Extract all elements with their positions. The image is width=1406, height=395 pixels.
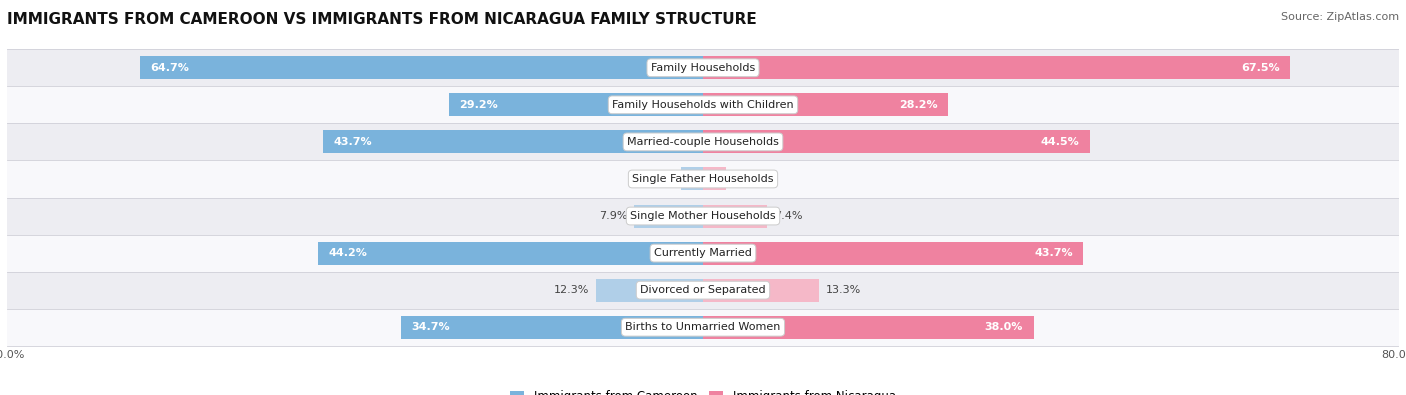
Text: 2.5%: 2.5% bbox=[645, 174, 675, 184]
Bar bbox=[703, 278, 818, 302]
Bar bbox=[703, 56, 1291, 79]
Bar bbox=[323, 130, 703, 153]
Text: 43.7%: 43.7% bbox=[1033, 248, 1073, 258]
Text: 13.3%: 13.3% bbox=[825, 285, 860, 295]
Text: Family Households: Family Households bbox=[651, 63, 755, 73]
Text: IMMIGRANTS FROM CAMEROON VS IMMIGRANTS FROM NICARAGUA FAMILY STRUCTURE: IMMIGRANTS FROM CAMEROON VS IMMIGRANTS F… bbox=[7, 12, 756, 27]
Bar bbox=[703, 316, 1033, 339]
Bar bbox=[703, 130, 1090, 153]
Bar bbox=[7, 272, 1399, 308]
Bar bbox=[703, 242, 1083, 265]
Bar bbox=[703, 167, 727, 190]
Bar bbox=[7, 198, 1399, 235]
Bar bbox=[401, 316, 703, 339]
Text: Family Households with Children: Family Households with Children bbox=[612, 100, 794, 110]
Text: Currently Married: Currently Married bbox=[654, 248, 752, 258]
Text: 38.0%: 38.0% bbox=[984, 322, 1024, 332]
Bar bbox=[596, 278, 703, 302]
Bar bbox=[682, 167, 703, 190]
Text: Source: ZipAtlas.com: Source: ZipAtlas.com bbox=[1281, 12, 1399, 22]
Text: 28.2%: 28.2% bbox=[900, 100, 938, 110]
Bar bbox=[703, 93, 948, 117]
Bar bbox=[319, 242, 703, 265]
Bar bbox=[7, 123, 1399, 160]
Text: 67.5%: 67.5% bbox=[1241, 63, 1279, 73]
Text: Divorced or Separated: Divorced or Separated bbox=[640, 285, 766, 295]
Legend: Immigrants from Cameroon, Immigrants from Nicaragua: Immigrants from Cameroon, Immigrants fro… bbox=[505, 385, 901, 395]
Bar bbox=[634, 205, 703, 228]
Text: Births to Unmarried Women: Births to Unmarried Women bbox=[626, 322, 780, 332]
Text: 34.7%: 34.7% bbox=[412, 322, 450, 332]
Text: 43.7%: 43.7% bbox=[333, 137, 373, 147]
Text: 44.5%: 44.5% bbox=[1040, 137, 1080, 147]
Bar bbox=[703, 205, 768, 228]
Text: 12.3%: 12.3% bbox=[554, 285, 589, 295]
Text: 7.9%: 7.9% bbox=[599, 211, 627, 221]
Text: 7.4%: 7.4% bbox=[775, 211, 803, 221]
Bar bbox=[7, 160, 1399, 198]
Text: 44.2%: 44.2% bbox=[329, 248, 368, 258]
Text: 2.7%: 2.7% bbox=[734, 174, 762, 184]
Bar bbox=[7, 49, 1399, 87]
Bar bbox=[141, 56, 703, 79]
Bar bbox=[449, 93, 703, 117]
Bar bbox=[7, 235, 1399, 272]
Text: 64.7%: 64.7% bbox=[150, 63, 190, 73]
Bar bbox=[7, 308, 1399, 346]
Text: Single Mother Households: Single Mother Households bbox=[630, 211, 776, 221]
Text: 29.2%: 29.2% bbox=[460, 100, 498, 110]
Text: Single Father Households: Single Father Households bbox=[633, 174, 773, 184]
Bar bbox=[7, 87, 1399, 123]
Text: Married-couple Households: Married-couple Households bbox=[627, 137, 779, 147]
